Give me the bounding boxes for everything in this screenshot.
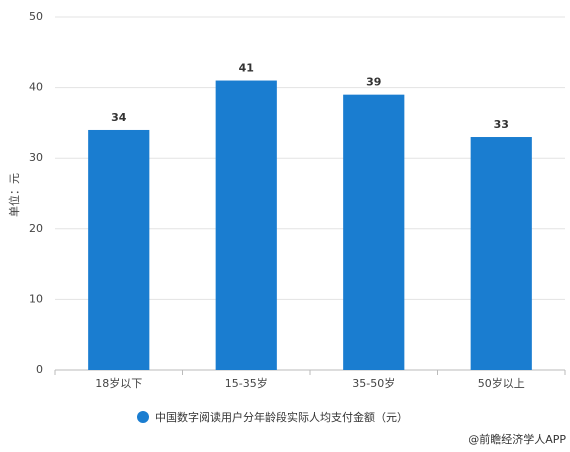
bar	[343, 94, 405, 370]
y-tick-label: 40	[29, 81, 43, 94]
y-axis-label: 单位：元	[7, 173, 21, 217]
x-tick-label: 35-50岁	[352, 376, 395, 390]
bar	[215, 80, 277, 370]
y-tick-label: 0	[36, 363, 43, 376]
y-tick-label: 10	[29, 292, 43, 305]
data-label: 41	[239, 62, 254, 75]
x-tick-label: 18岁以下	[95, 376, 142, 390]
y-tick-label: 20	[29, 222, 43, 235]
y-tick-label: 30	[29, 151, 43, 164]
bar	[88, 129, 150, 370]
data-label: 33	[494, 118, 509, 131]
source: @前瞻经济学人APP	[468, 432, 566, 446]
y-tick-label: 50	[29, 10, 43, 23]
bar	[470, 137, 532, 370]
legend-marker	[137, 411, 149, 423]
legend-label: 中国数字阅读用户分年龄段实际人均支付金额（元）	[155, 410, 408, 424]
x-tick-label: 50岁以上	[478, 376, 525, 390]
data-label: 39	[366, 76, 381, 89]
data-label: 34	[111, 111, 127, 124]
x-tick-label: 15-35岁	[225, 376, 268, 390]
